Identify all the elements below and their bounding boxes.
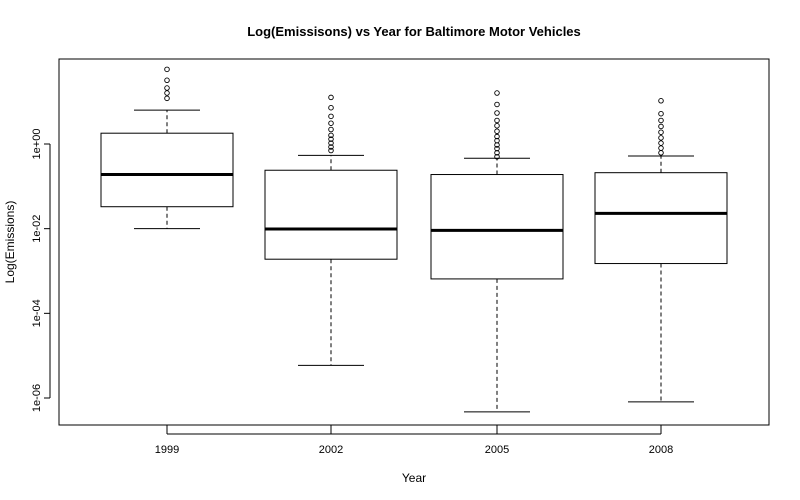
outlier-point [164, 90, 170, 96]
y-axis-label: Log(Emissions) [3, 201, 17, 284]
iqr-box [594, 172, 728, 265]
outlier-point [164, 85, 170, 91]
outlier-point [494, 145, 500, 152]
outlier-point [658, 123, 664, 130]
box-2008 [594, 98, 728, 403]
chart-title: Log(Emissisons) vs Year for Baltimore Mo… [247, 24, 581, 39]
outlier-point [164, 66, 170, 73]
outlier-point [328, 94, 334, 101]
box-2002 [264, 94, 398, 366]
y-axis: 1e+00 1e-02 1e-04 1e-06 [31, 129, 51, 412]
outlier-point [658, 98, 664, 104]
x-tick-label: 1999 [155, 444, 179, 456]
outlier-point [328, 140, 334, 146]
y-tick-label: 1e-02 [31, 215, 43, 243]
outlier-point [328, 144, 334, 150]
outlier-point [658, 135, 664, 141]
y-tick-label: 1e-06 [31, 384, 43, 412]
iqr-box [264, 169, 398, 260]
outlier-point [658, 145, 664, 151]
outlier-point [164, 77, 170, 84]
x-axis: 1999 2002 2005 2008 [155, 425, 673, 456]
outlier-point [328, 126, 334, 133]
plot-frame [58, 58, 770, 426]
x-axis-label: Year [402, 471, 426, 485]
outlier-point [658, 117, 664, 124]
outlier-point [494, 153, 500, 160]
outlier-point [658, 129, 664, 135]
outlier-point [494, 110, 500, 116]
outlier-point [494, 90, 500, 96]
outlier-point [328, 104, 334, 111]
x-tick-label: 2002 [319, 444, 343, 456]
box-2005 [430, 90, 564, 413]
outlier-point [494, 122, 500, 129]
outlier-point [658, 150, 664, 156]
outlier-point [328, 132, 334, 139]
outlier-point [658, 140, 664, 146]
iqr-box [100, 132, 234, 208]
iqr-box [430, 174, 564, 280]
outlier-point [494, 133, 500, 140]
outlier-point [658, 110, 664, 117]
box-1999 [100, 66, 234, 230]
outlier-point [494, 101, 500, 108]
y-tick-label: 1e+00 [31, 129, 43, 160]
outlier-point [328, 136, 334, 142]
outlier-point [494, 117, 500, 124]
outlier-point [328, 113, 334, 120]
outlier-point [328, 147, 334, 154]
outlier-point [494, 128, 500, 135]
outlier-point [494, 137, 500, 144]
outlier-point [328, 120, 334, 126]
boxes-group [100, 66, 728, 413]
x-tick-label: 2008 [649, 444, 673, 456]
x-tick-label: 2005 [485, 444, 509, 456]
outlier-point [164, 95, 170, 102]
y-tick-label: 1e-04 [31, 299, 43, 327]
